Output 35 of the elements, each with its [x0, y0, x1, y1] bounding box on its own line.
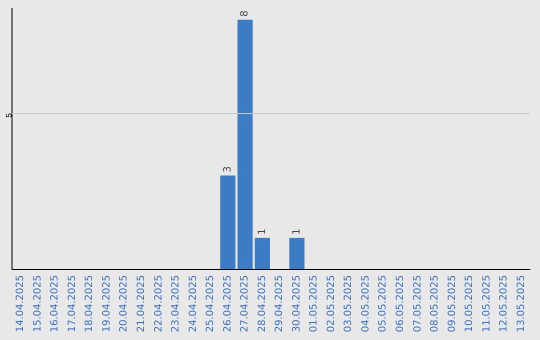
x-tick-label: 30.04.2025 [291, 275, 302, 332]
x-tick-label: 21.04.2025 [136, 275, 147, 332]
x-tick-label: 11.05.2025 [481, 275, 492, 332]
x-tick-label: 16.04.2025 [50, 275, 61, 332]
x-tick-label: 07.05.2025 [412, 275, 424, 332]
x-tick-label: 17.04.2025 [66, 275, 78, 332]
x-tick-label: 27.04.2025 [240, 275, 251, 332]
x-tick-label: 12.05.2025 [498, 275, 510, 332]
x-tick-label: 19.04.2025 [101, 275, 112, 332]
x-tick-label: 25.04.2025 [205, 275, 216, 332]
data-label: 8 [240, 10, 251, 17]
x-tick-label: 29.04.2025 [274, 275, 286, 332]
data-label: 1 [256, 228, 268, 235]
x-tick-label: 13.05.2025 [516, 275, 527, 332]
x-tick-label: 02.05.2025 [326, 275, 337, 332]
ref-line-label: 5 [4, 112, 14, 118]
data-label: 3 [222, 166, 234, 173]
x-tick-label: 15.04.2025 [32, 275, 44, 332]
x-tick-label: 06.05.2025 [395, 275, 406, 332]
x-tick-label: 23.04.2025 [170, 275, 182, 332]
x-tick-label: 09.05.2025 [446, 275, 458, 332]
x-tick-label: 20.04.2025 [118, 275, 130, 332]
x-tick-label: 26.04.2025 [222, 275, 234, 332]
x-tick-label: 24.04.2025 [188, 275, 199, 332]
x-tick-label: 10.05.2025 [464, 275, 476, 332]
x-tick-label: 22.04.2025 [153, 275, 164, 332]
x-tick-label: 28.04.2025 [256, 275, 268, 332]
x-tick-label: 04.05.2025 [360, 275, 372, 332]
x-tick-label: 18.04.2025 [84, 275, 96, 332]
x-tick-label: 08.05.2025 [430, 275, 441, 332]
x-tick-label: 03.05.2025 [343, 275, 354, 332]
x-tick-label: 01.05.2025 [308, 275, 320, 332]
x-tick-label: 05.05.2025 [378, 275, 389, 332]
data-label: 1 [291, 228, 302, 235]
x-tick-label: 14.04.2025 [15, 275, 26, 332]
